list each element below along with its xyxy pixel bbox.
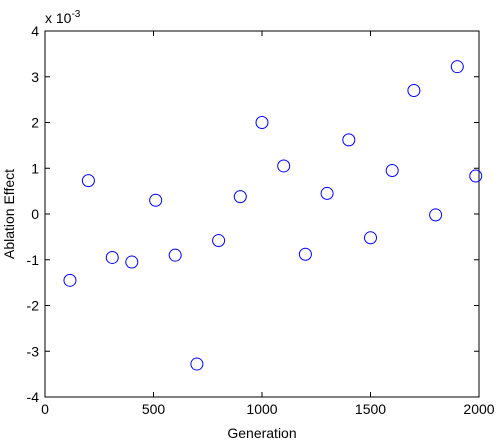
data-point bbox=[190, 357, 204, 371]
x-axis-label: Generation bbox=[227, 425, 296, 441]
data-point bbox=[385, 164, 399, 178]
data-point bbox=[342, 133, 356, 147]
data-point bbox=[429, 208, 443, 222]
data-point bbox=[450, 60, 464, 74]
data-point bbox=[63, 273, 77, 287]
data-point bbox=[212, 234, 226, 248]
x-tick-label: 1000 bbox=[246, 401, 277, 417]
data-point bbox=[277, 159, 291, 173]
y-tick-label: -2 bbox=[27, 298, 40, 314]
data-point bbox=[469, 169, 483, 183]
x-tick-label: 1500 bbox=[355, 401, 386, 417]
y-tick-label: -1 bbox=[27, 252, 40, 268]
y-tick-label: 2 bbox=[31, 115, 39, 131]
data-point bbox=[125, 255, 139, 269]
x-tick-label: 2000 bbox=[463, 401, 494, 417]
y-scale-multiplier-base: x 10 bbox=[45, 10, 72, 26]
y-axis-label: Ablation Effect bbox=[1, 169, 17, 259]
data-point bbox=[298, 247, 312, 261]
data-point bbox=[168, 248, 182, 262]
x-tick-label: 0 bbox=[41, 401, 49, 417]
y-scale-multiplier-exponent: -3 bbox=[71, 9, 80, 20]
y-tick-label: -4 bbox=[27, 389, 40, 405]
y-tick-label: -3 bbox=[27, 343, 40, 359]
data-point bbox=[255, 116, 269, 129]
data-point bbox=[81, 174, 95, 188]
y-tick-label: 1 bbox=[31, 160, 39, 176]
data-points bbox=[63, 60, 483, 371]
axis-ticks bbox=[44, 30, 480, 398]
data-point bbox=[364, 231, 377, 245]
data-point bbox=[233, 190, 247, 204]
data-point bbox=[105, 250, 119, 264]
y-tick-label: 3 bbox=[31, 69, 39, 85]
x-tick-label: 500 bbox=[142, 401, 166, 417]
data-point bbox=[407, 83, 421, 97]
y-tick-label: 0 bbox=[31, 206, 39, 222]
data-point bbox=[320, 186, 334, 200]
axis-tick-labels: 0 500 1000 1500 2000 -4 -3 -2 -1 0 1 2 3 4 bbox=[27, 23, 495, 417]
plot-area bbox=[44, 30, 480, 398]
y-tick-label: 4 bbox=[31, 23, 39, 39]
data-point bbox=[149, 193, 163, 207]
y-scale-multiplier: x 10-3 bbox=[45, 9, 81, 26]
